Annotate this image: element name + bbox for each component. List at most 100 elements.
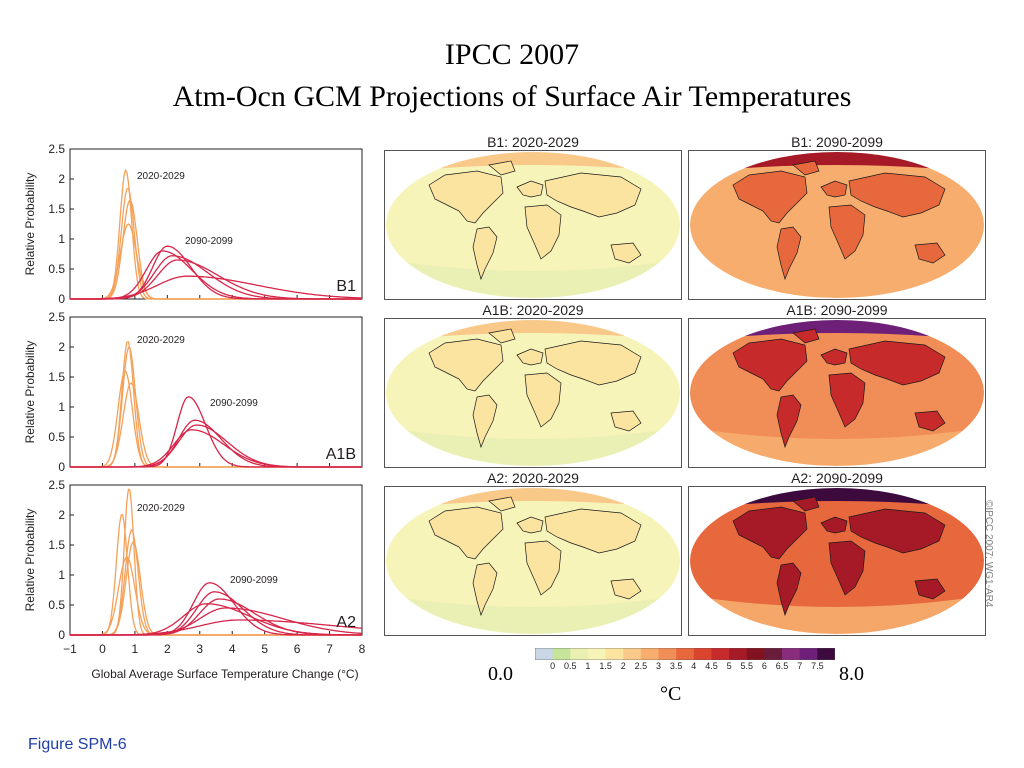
slide-title-line-2: Atm-Ocn GCM Projections of Surface Air T… — [172, 80, 852, 113]
map-a1b-2090-2099 — [688, 318, 986, 468]
pdf-curve-2020-2029 — [70, 370, 362, 468]
continent-outline — [544, 172, 642, 218]
continent-outline — [524, 540, 562, 596]
colorbar-swatch — [782, 648, 801, 660]
y-tick-label: 2 — [58, 340, 65, 354]
continent-outline — [914, 242, 946, 264]
y-tick-label: 1 — [58, 568, 65, 582]
colorbar-max-label: 8.0 — [839, 663, 864, 685]
y-axis-label: Relative Probability — [23, 341, 37, 444]
continent-outline — [544, 340, 642, 386]
map-title-a2-near: A2: 2020-2029 — [487, 470, 579, 486]
series-label-late: 2090-2099 — [230, 575, 278, 586]
continent-outline — [848, 508, 946, 554]
continent-outline — [524, 204, 562, 260]
colorbar-tick: 5.5 — [740, 661, 754, 671]
x-tick-label: 4 — [229, 642, 236, 656]
colorbar-tick: 6 — [761, 661, 767, 671]
map-mask — [689, 319, 985, 467]
map-b1-2020-2029 — [384, 150, 682, 300]
y-tick-label: 1 — [58, 232, 65, 246]
pdf-curve-2020-2029 — [70, 382, 362, 468]
colorbar-tick: 2 — [620, 661, 626, 671]
pdf-curve-2090-2099 — [70, 603, 363, 636]
colorbar-tick: 7 — [797, 661, 803, 671]
colorbar-swatch — [587, 648, 607, 660]
continent-outline — [776, 562, 802, 617]
scenario-label: A1B — [326, 446, 356, 463]
figure-label: Figure SPM-6 — [28, 736, 127, 753]
colorbar-tick: 3.5 — [669, 661, 683, 671]
y-tick-label: 1.5 — [48, 202, 65, 216]
continent-outline — [828, 204, 866, 260]
series-label-late: 2090-2099 — [210, 398, 258, 409]
colorbar-tick: 4.5 — [705, 661, 718, 671]
continent-outline — [488, 328, 516, 344]
continent-outline — [544, 508, 642, 554]
y-tick-label: 2.5 — [48, 478, 65, 492]
continent-outline — [732, 338, 808, 392]
continent-outline — [820, 180, 848, 198]
y-tick-label: 0.5 — [48, 262, 65, 276]
continent-outline — [820, 516, 848, 534]
colorbar-tick: 0.5 — [564, 661, 577, 671]
colorbar-swatch — [746, 648, 765, 660]
scenario-label: A2 — [336, 614, 356, 631]
map-a2-2020-2029 — [384, 486, 682, 636]
y-axis-label: Relative Probability — [23, 173, 37, 276]
continent-outline — [792, 496, 820, 512]
continent-outline — [792, 160, 820, 176]
map-title-a2-late: A2: 2090-2099 — [791, 470, 883, 486]
colorbar-swatch — [658, 648, 677, 660]
continent-outline — [488, 496, 516, 512]
y-tick-label: 2 — [58, 508, 65, 522]
pdf-chart-a1b: 0 0.5 1 1.5 2 2.5 Relative Probability 2020-202… — [23, 310, 363, 474]
pdf-curve-2090-2099 — [70, 259, 362, 300]
y-tick-label: 1 — [58, 400, 65, 414]
colorbar-tick: 1.5 — [599, 661, 612, 671]
continent-outline — [428, 170, 504, 224]
continent-outline — [792, 328, 820, 344]
pdf-panel-a2: 0 0.5 1 1.5 2 2.5 −1 0 1 2 3 4 5 6 7 8 Relative Probabil… — [20, 471, 370, 656]
y-tick-label: 0 — [58, 628, 65, 642]
colorbar-tick: 3 — [656, 661, 662, 671]
continent-outline — [776, 226, 802, 281]
y-tick-label: 2.5 — [48, 310, 65, 324]
colorbar-tick: 2.5 — [634, 661, 648, 671]
map-mask — [385, 151, 681, 299]
scenario-label: B1 — [336, 278, 356, 295]
colorbar-tick: 5 — [726, 661, 732, 671]
temperature-colorbar — [535, 648, 835, 660]
x-tick-label: 7 — [326, 642, 333, 656]
continent-outline — [610, 410, 642, 432]
map-mask — [385, 487, 681, 635]
continent-outline — [472, 394, 498, 449]
continent-outline — [848, 172, 946, 218]
continent-outline — [732, 506, 808, 560]
colorbar-tick: 7.5 — [811, 661, 824, 671]
continent-outline — [472, 562, 498, 617]
continent-outline — [732, 170, 808, 224]
pdf-curve-2020-2029 — [70, 168, 362, 300]
series-label-near: 2020-2029 — [137, 503, 185, 514]
x-tick-label: 8 — [359, 642, 366, 656]
pdf-curve-2020-2029 — [70, 528, 362, 636]
x-tick-label: 2 — [164, 642, 171, 656]
pdf-panel-b1: 0 0.5 1 1.5 2 2.5 Relative Probability 2020-202… — [20, 135, 370, 306]
continent-outline — [820, 348, 848, 366]
colorbar-swatch — [693, 648, 712, 660]
y-tick-label: 0.5 — [48, 598, 65, 612]
plot-frame — [69, 148, 363, 300]
colorbar-min-label: 0.0 — [488, 663, 513, 685]
colorbar-tick: 0 — [550, 661, 556, 671]
colorbar-swatch — [711, 648, 730, 660]
colorbar-swatch — [764, 648, 783, 660]
continent-outline — [914, 410, 946, 432]
colorbar-swatch — [799, 648, 818, 660]
continent-outline — [516, 348, 544, 366]
x-tick-label: 6 — [294, 642, 301, 656]
map-mask — [689, 487, 985, 635]
x-tick-label: 1 — [132, 642, 139, 656]
continent-outline — [472, 226, 498, 281]
continent-outline — [516, 516, 544, 534]
